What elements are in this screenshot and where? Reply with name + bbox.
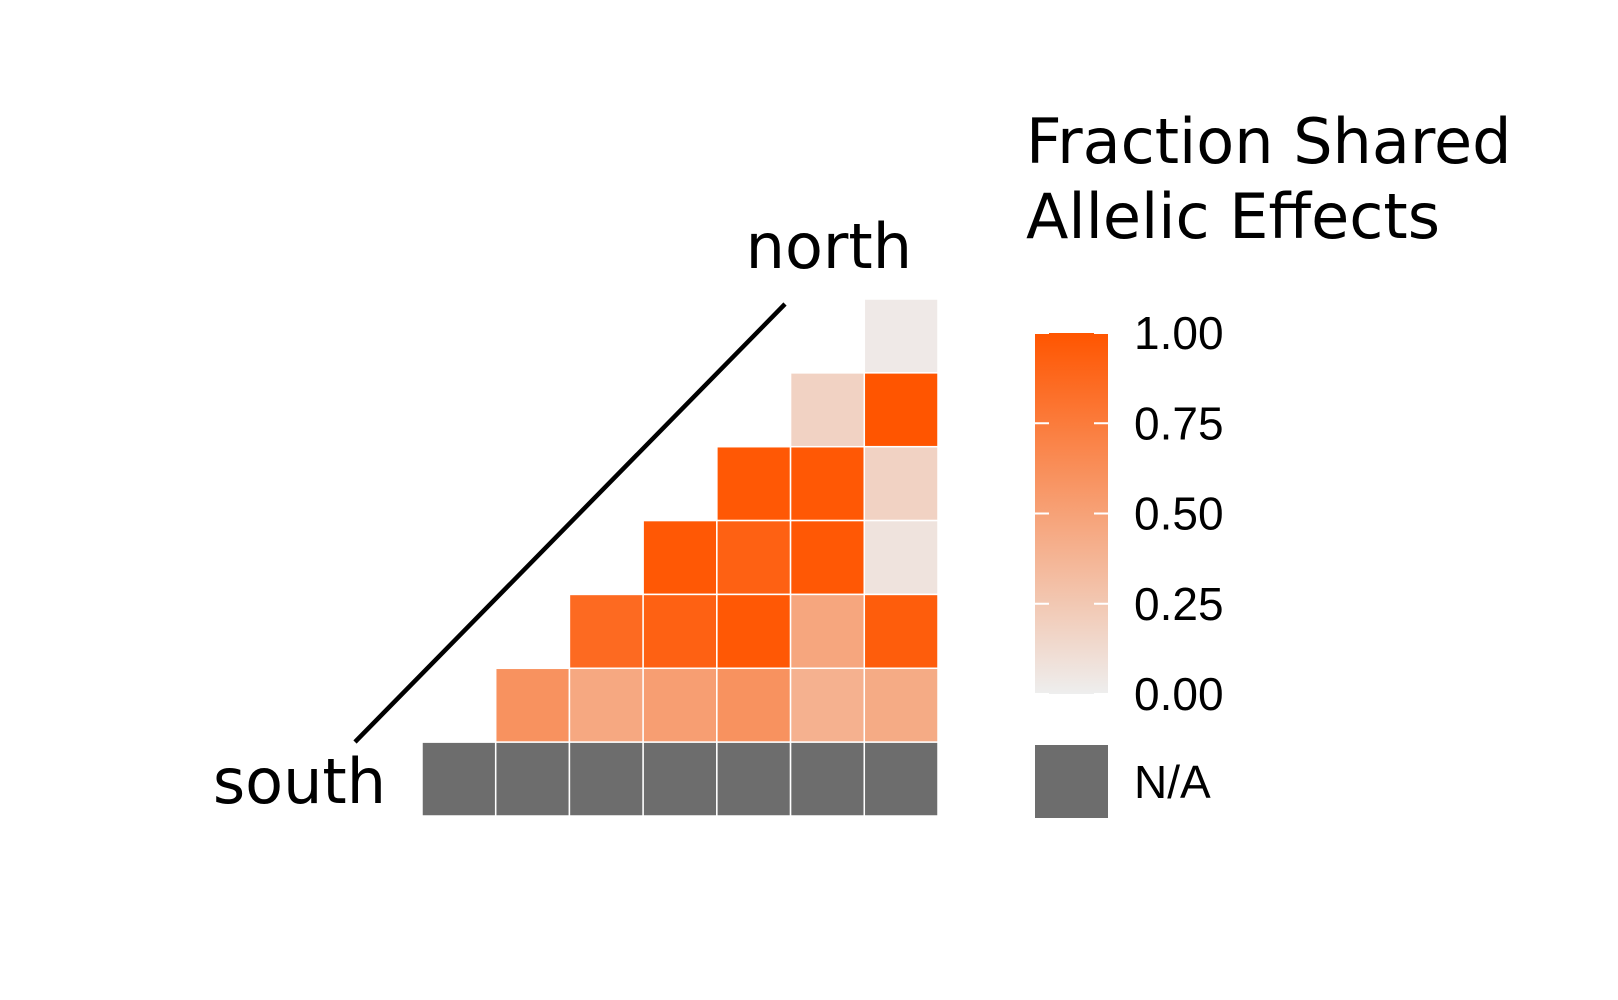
heatmap-cell-r6-c6	[863, 741, 939, 817]
heatmap-cell-r2-c5	[789, 445, 866, 522]
heatmap-cell-r3-c4	[716, 519, 792, 596]
heatmap-cell-r3-c6	[863, 519, 939, 596]
heatmap-cell-r3-c3	[642, 519, 718, 596]
south-label: south	[213, 745, 386, 818]
heatmap-cell-r6-c1	[494, 741, 571, 817]
heatmap-cell-r5-c2	[568, 667, 644, 743]
heatmap-cell-r0-c6	[863, 298, 939, 374]
heatmap-cell-r6-c0	[421, 741, 497, 817]
colorbar-tick-label-1: 0.75	[1134, 397, 1224, 449]
colorbar-tick-label-0: 1.00	[1134, 307, 1224, 359]
legend-title-line-2: Allelic Effects	[1026, 180, 1440, 253]
heatmap-cell-r5-c3	[642, 667, 718, 743]
heatmap-cell-r4-c6	[863, 593, 939, 670]
heatmap-cell-r2-c6	[863, 445, 939, 522]
heatmap-cell-r6-c3	[642, 741, 718, 817]
heatmap-cell-r4-c3	[642, 593, 718, 670]
heatmap-cell-r4-c4	[716, 593, 792, 670]
colorbar-tick-label-2: 0.50	[1134, 488, 1224, 540]
north-label: north	[746, 210, 912, 283]
heatmap-cell-r4-c5	[789, 593, 866, 670]
heatmap-cell-r5-c5	[789, 667, 866, 743]
legend-na-swatch	[1035, 745, 1108, 818]
colorbar-tick-label-4: 0.00	[1134, 668, 1224, 720]
heatmap-cell-r5-c4	[716, 667, 792, 743]
colorbar-tick-label-3: 0.25	[1134, 578, 1224, 630]
heatmap-cell-r6-c4	[716, 741, 792, 817]
heatmap-cell-r5-c6	[863, 667, 939, 743]
heatmap-cell-r6-c2	[568, 741, 644, 817]
diagonal-line	[353, 302, 787, 744]
heatmap-cell-r1-c5	[789, 372, 866, 448]
heatmap-cell-r4-c2	[568, 593, 644, 670]
heatmap-cell-r5-c1	[494, 667, 571, 743]
heatmap-cell-r1-c6	[863, 372, 939, 448]
heatmap-cell-r2-c4	[716, 445, 792, 522]
heatmap-cells	[421, 298, 939, 817]
legend-title-line-1: Fraction Shared	[1026, 105, 1511, 178]
legend-ticks: 1.00 0.75 0.50 0.25 0.00	[1035, 307, 1224, 720]
heatmap-cell-r3-c5	[789, 519, 866, 596]
legend-na-label: N/A	[1134, 756, 1211, 808]
heatmap-cell-r6-c5	[789, 741, 866, 817]
